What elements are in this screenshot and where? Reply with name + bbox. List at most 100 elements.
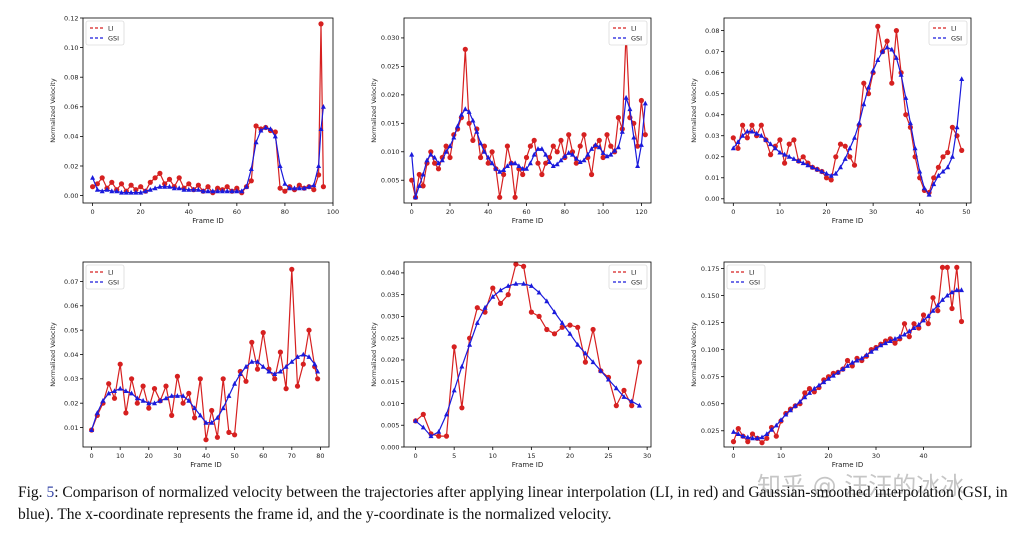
data-point-li xyxy=(176,175,182,181)
data-point-li xyxy=(949,305,955,312)
legend-label-li: LI xyxy=(108,24,114,32)
data-point-gsi xyxy=(945,164,951,170)
data-point-gsi xyxy=(559,320,565,325)
data-point-gsi xyxy=(935,302,941,308)
data-point-gsi xyxy=(833,170,839,176)
data-point-gsi xyxy=(239,188,245,194)
data-point-gsi xyxy=(255,359,260,364)
plot-frame xyxy=(82,261,330,448)
data-point-gsi xyxy=(296,185,302,191)
data-point-li xyxy=(117,361,123,367)
data-point-gsi xyxy=(443,149,449,154)
data-point-li xyxy=(226,429,232,435)
data-point-gsi xyxy=(627,106,633,112)
data-point-gsi xyxy=(474,129,480,134)
data-point-li xyxy=(420,183,426,189)
data-point-gsi xyxy=(171,185,177,191)
y-tick-label: 0.015 xyxy=(381,120,400,128)
y-axis-label: Normalized Velocity xyxy=(690,322,698,387)
data-point-li xyxy=(243,378,249,384)
y-axis-label: Normalized Velocity xyxy=(690,78,698,143)
y-tick-label: 0.015 xyxy=(381,378,400,386)
data-point-li xyxy=(875,23,881,29)
y-tick-label: 0.02 xyxy=(705,153,719,161)
data-point-gsi xyxy=(826,376,831,381)
data-point-gsi xyxy=(921,185,927,191)
data-point-gsi xyxy=(573,155,579,161)
data-point-li xyxy=(823,175,830,181)
data-point-li xyxy=(590,326,596,333)
data-point-gsi xyxy=(575,341,581,347)
data-point-li xyxy=(215,185,221,191)
series-line-li xyxy=(415,263,640,437)
caption-figure-number-link[interactable]: 5 xyxy=(46,484,55,501)
legend: LI GSI xyxy=(85,20,125,46)
data-point-gsi xyxy=(114,188,120,194)
data-point-gsi xyxy=(558,157,564,163)
x-tick-label: 120 xyxy=(635,208,647,216)
y-tick-label: 0.025 xyxy=(381,63,400,71)
legend-label-li: LI xyxy=(631,24,637,32)
data-point-li xyxy=(940,154,946,160)
data-point-gsi xyxy=(244,183,249,189)
data-point-gsi xyxy=(740,132,746,138)
data-point-gsi xyxy=(954,124,960,130)
data-point-gsi xyxy=(552,309,557,315)
data-point-gsi xyxy=(875,57,881,62)
plot-frame xyxy=(82,17,334,204)
data-point-li xyxy=(470,137,476,143)
data-point-li xyxy=(604,132,610,138)
data-point-gsi xyxy=(606,376,611,382)
data-point-gsi xyxy=(90,175,96,180)
data-point-gsi xyxy=(300,351,306,357)
chart-panel-3: 0 10 20 30 40 50 0.00 0.01 0.02 0.03 0.04 0.05 0.06 0… xyxy=(690,17,972,225)
x-tick-label: 60 xyxy=(522,208,530,216)
data-point-li xyxy=(911,321,917,327)
data-point-li xyxy=(958,318,965,325)
data-point-li xyxy=(554,149,560,155)
data-point-gsi xyxy=(544,298,550,304)
data-point-gsi xyxy=(864,352,869,357)
data-point-li xyxy=(128,182,134,188)
data-point-li xyxy=(192,415,198,421)
chart-panel-4: 0 10 20 30 40 50 60 70 80 0.01 0.02 0.03 0.04 0.05 0.0… xyxy=(49,261,330,469)
data-point-gsi xyxy=(893,55,899,60)
y-tick-label: 0.020 xyxy=(381,356,400,364)
data-point-gsi xyxy=(209,419,215,425)
data-point-li xyxy=(600,154,606,161)
data-point-gsi xyxy=(598,368,604,373)
data-point-li xyxy=(944,264,950,270)
data-point-li xyxy=(847,154,853,160)
data-point-gsi xyxy=(745,434,751,440)
data-point-li xyxy=(129,376,135,382)
data-point-gsi xyxy=(306,354,312,359)
data-point-gsi xyxy=(277,163,283,168)
y-tick-label: 0.05 xyxy=(705,90,719,98)
data-point-gsi xyxy=(162,183,168,189)
data-point-gsi xyxy=(312,361,318,367)
data-point-gsi xyxy=(152,185,158,191)
y-tick-label: 0.06 xyxy=(64,302,78,310)
y-tick-label: 0.010 xyxy=(381,400,400,408)
data-point-li xyxy=(118,181,125,187)
data-point-li xyxy=(186,181,192,187)
data-point-gsi xyxy=(608,151,614,157)
data-point-li xyxy=(432,160,438,166)
y-tick-label: 0.00 xyxy=(64,192,78,200)
data-point-gsi xyxy=(554,161,560,167)
data-point-gsi xyxy=(220,405,226,411)
data-point-gsi xyxy=(174,393,180,398)
data-point-li xyxy=(99,175,105,181)
x-tick-label: 10 xyxy=(776,208,784,216)
data-point-li xyxy=(901,321,908,327)
data-point-li xyxy=(735,145,741,151)
data-point-li xyxy=(277,349,283,355)
data-point-li xyxy=(220,376,226,382)
data-point-li xyxy=(443,433,450,439)
series-line-li xyxy=(732,26,963,194)
data-point-li xyxy=(253,123,259,129)
data-point-gsi xyxy=(866,84,871,90)
data-point-li xyxy=(523,154,530,161)
data-point-li xyxy=(939,264,946,270)
data-point-gsi xyxy=(917,168,923,174)
